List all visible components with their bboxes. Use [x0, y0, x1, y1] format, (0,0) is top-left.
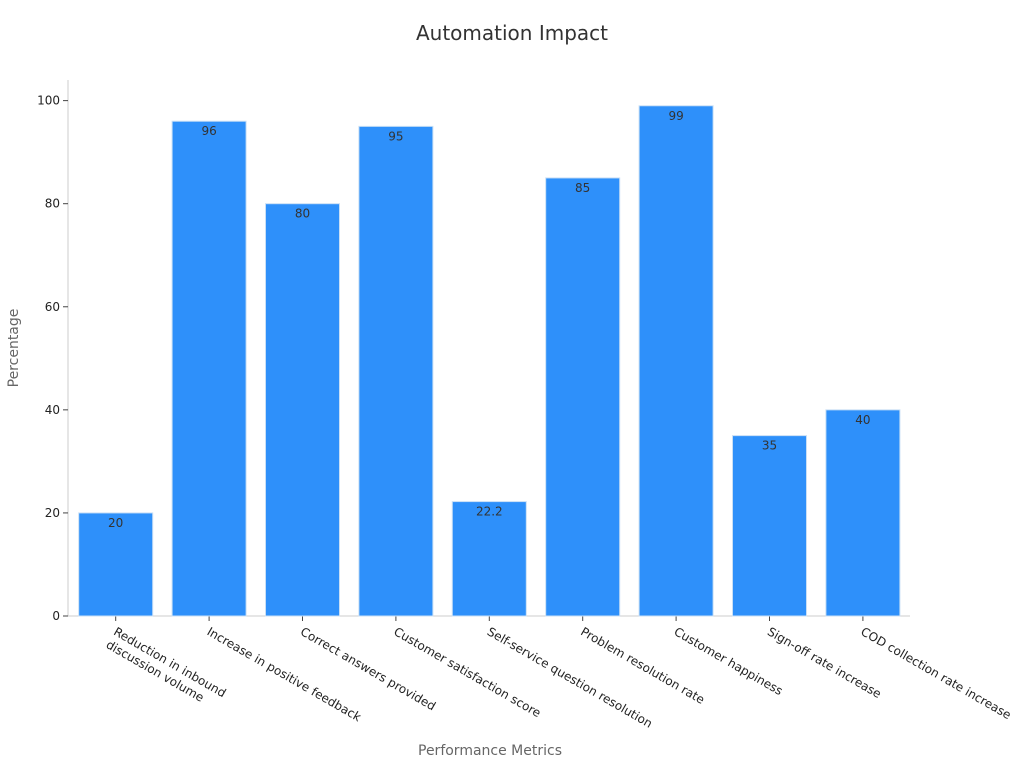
x-tick-label: Customer satisfaction score — [391, 624, 543, 720]
x-tick-label: COD collection rate increase — [858, 624, 1013, 722]
y-tick-label: 20 — [45, 506, 60, 520]
data-labels-group: 20 96 80 95 22.2 85 99 35 40 — [108, 109, 870, 530]
bar — [171, 120, 247, 617]
x-tick-label: Self-service question resolution — [485, 624, 655, 730]
bar — [545, 177, 621, 617]
chart-title: Automation Impact — [416, 21, 608, 45]
y-tick-label: 60 — [45, 300, 60, 314]
bar-data-label: 95 — [388, 129, 403, 143]
y-tick-label: 40 — [45, 403, 60, 417]
bar — [732, 435, 807, 617]
bar — [265, 203, 340, 617]
y-tick-label: 80 — [45, 197, 60, 211]
bar-data-label: 22.2 — [476, 505, 503, 519]
bar-data-label: 85 — [575, 181, 590, 195]
bar — [825, 409, 901, 617]
bar — [638, 105, 714, 617]
bar — [78, 512, 154, 617]
bar — [451, 501, 527, 617]
y-axis-title: Percentage — [6, 309, 22, 388]
x-axis-title: Performance Metrics — [418, 743, 562, 759]
x-axis: Reduction in inbounddiscussion volumeInc… — [68, 615, 1014, 731]
bar-data-label: 35 — [762, 439, 777, 453]
bar-data-label: 99 — [668, 109, 683, 123]
x-tick-label: Increase in positive feedback — [205, 624, 364, 724]
y-tick-label: 0 — [52, 609, 60, 623]
y-tick-label: 100 — [37, 94, 60, 108]
bar-data-label: 20 — [108, 516, 123, 530]
bar-data-label: 80 — [295, 207, 310, 221]
bars-group — [78, 105, 901, 617]
bar — [358, 125, 434, 617]
bar-data-label: 40 — [855, 413, 870, 427]
y-axis: 0 20 40 60 80 100 — [37, 80, 69, 623]
bar-data-label: 96 — [201, 124, 216, 138]
